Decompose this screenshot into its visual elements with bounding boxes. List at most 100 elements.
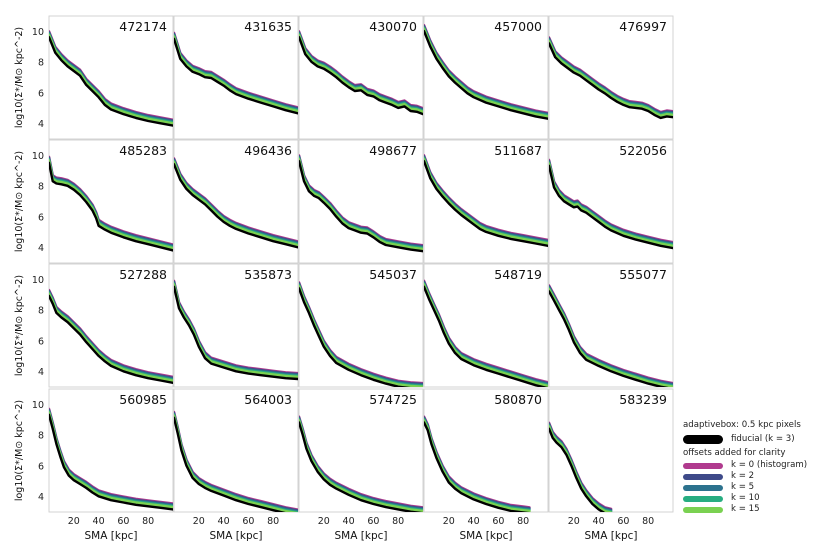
panel-lines [174,31,298,115]
legend-offsets-title: offsets added for clarity [683,448,786,458]
y-tick-label: 4 [38,367,44,378]
panel-527288: 527288 4 6 8 10 [32,263,174,388]
series-line-fiducial [174,416,286,512]
y-tick-label: 6 [38,88,44,99]
series-line-k4 [49,292,173,382]
panel-lines [424,154,548,247]
panel-id-label: 580870 [494,392,542,407]
panel-lines [549,158,673,250]
panel-560985: 560985 4 6 8 10 20 40 60 80 SMA [kpc] [32,388,174,542]
legend-label-k5: k = 5 [731,482,755,492]
x-tick-label: 60 [242,516,254,527]
series-line-fiducial [549,42,673,120]
x-tick-label: 80 [267,516,279,527]
legend-swatch-k2 [683,473,723,480]
y-tick-label: 10 [32,400,44,411]
series-line-fiducial [49,36,173,127]
y-axis-label: log10(Σ*/M⊙ kpc^-2) [14,27,25,128]
panel-511687: 511687 [423,139,549,264]
series-line-fiducial [49,161,173,252]
y-tick-label: 10 [32,151,44,162]
legend-item-k2: k = 2 [683,471,828,482]
series-line-k4 [299,157,423,251]
series-line-fiducial [49,413,173,511]
y-tick-label: 8 [38,182,44,193]
legend-item-fiducial: fiducial (k = 3) [683,432,828,446]
x-tick-label: 80 [642,516,654,527]
panel-frame [173,139,299,264]
y-tick-label: 6 [38,461,44,472]
panel-frame [298,15,424,140]
panel-lines [49,30,173,127]
panel-564003: 564003 20 40 60 80 SMA [kpc] [173,388,299,542]
panel-485283: 485283 4 6 8 10 [32,139,174,264]
x-axis-label: SMA [kpc] [335,530,388,542]
panel-id-label: 535873 [244,267,292,282]
panel-id-label: 564003 [244,392,292,407]
panel-id-label: 560985 [119,392,167,407]
panel-lines [549,421,613,512]
y-tick-label: 10 [32,275,44,286]
y-axis-label: log10(Σ*/M⊙ kpc^-2) [14,275,25,376]
legend-label-fiducial: fiducial (k = 3) [731,433,795,444]
series-line-fiducial [424,285,548,387]
x-tick-label: 60 [492,516,504,527]
x-tick-label: 60 [367,516,379,527]
panel-frame [423,388,549,513]
legend-swatch-k5 [683,484,723,491]
legend-swatch-k15 [683,506,723,513]
legend-swatch-k0 [683,462,723,469]
y-tick-label: 6 [38,336,44,347]
panel-id-label: 522056 [619,143,667,158]
panel-lines [424,415,531,512]
panel-430070: 430070 [298,15,424,140]
x-axis-label: SMA [kpc] [460,530,513,542]
panel-457000: 457000 [423,15,549,140]
panel-frame [298,388,424,513]
series-line-fiducial [49,294,173,384]
panel-frame [548,15,674,140]
series-line-fiducial [424,29,548,120]
panel-548719: 548719 [423,263,549,388]
x-tick-label: 80 [392,516,404,527]
series-line-fiducial [299,160,423,253]
y-tick-label: 4 [38,119,44,130]
series-line-fiducial [549,164,673,250]
x-tick-label: 80 [142,516,154,527]
panel-id-label: 583239 [619,392,667,407]
y-tick-label: 4 [38,243,44,254]
panel-frame [48,263,174,388]
series-line-fiducial [174,163,298,249]
legend-label-k0: k = 0 (histogram) [731,460,808,470]
panel-id-label: 476997 [619,19,667,34]
x-tick-label: 60 [117,516,129,527]
panel-lines [174,279,298,381]
panel-lines [424,23,548,120]
panel-id-label: 472174 [119,19,167,34]
panel-id-label: 548719 [494,267,542,282]
panel-583239: 583239 20 40 60 80 SMA [kpc] [548,388,674,542]
legend-item-k5: k = 5 [683,482,828,493]
panel-id-label: 457000 [494,19,542,34]
panel-535873: 535873 [173,263,299,388]
x-tick-label: 40 [468,516,480,527]
series-line-fiducial [549,427,606,512]
panel-id-label: 431635 [244,19,292,34]
panel-431635: 431635 [173,15,299,140]
legend: adaptivebox: 0.5 kpc pixels fiducial (k … [683,418,828,515]
x-tick-label: 20 [68,516,80,527]
x-tick-label: 40 [218,516,230,527]
legend-label-k10: k = 10 [731,493,760,503]
panel-545037: 545037 [298,263,424,388]
panel-frame [298,263,424,388]
series-line-k4 [549,162,673,248]
y-tick-label: 8 [38,58,44,69]
panel-574725: 574725 20 40 60 80 SMA [kpc] [298,388,424,542]
panel-lines [49,155,173,252]
x-tick-label: 20 [193,516,205,527]
panel-frame [548,388,674,513]
series-line-k4 [299,33,423,114]
panel-496436: 496436 [173,139,299,264]
series-line-fiducial [174,37,298,115]
